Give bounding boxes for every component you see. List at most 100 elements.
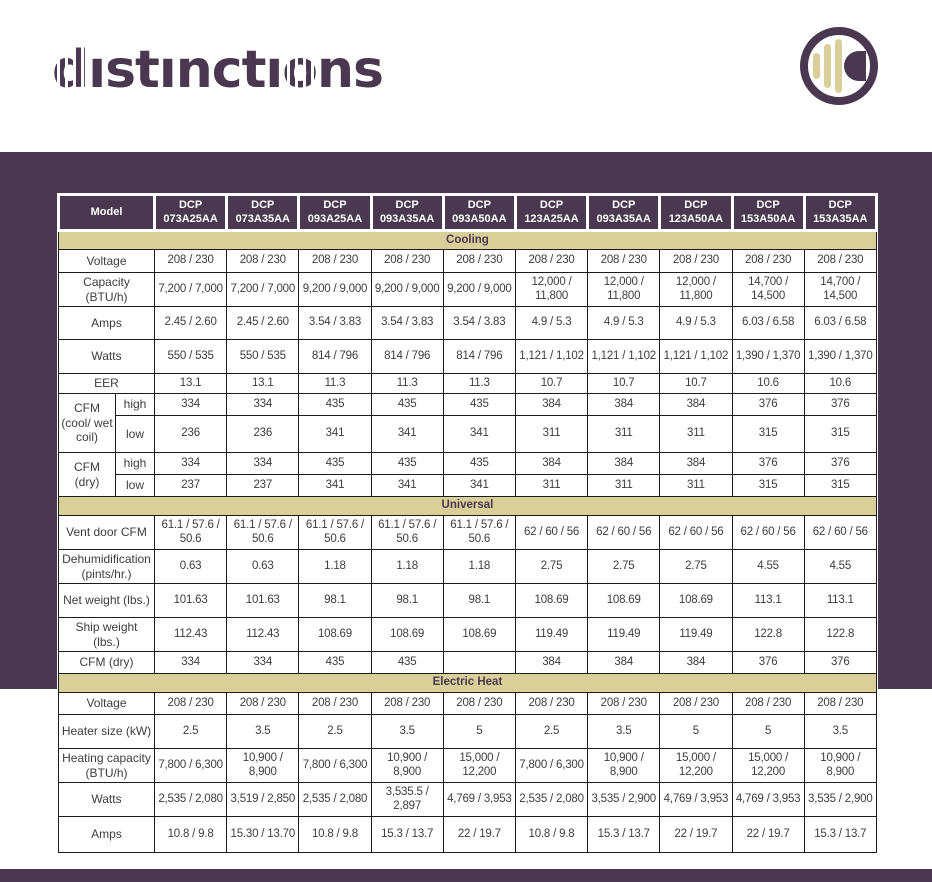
section-band: Cooling [58,230,877,250]
row-label: EER [58,373,155,394]
row-label: Ship weight (lbs.) [58,617,155,652]
value-cell: 1,121 / 1,102 [587,339,661,374]
value-cell: 3,535 / 2,900 [587,782,661,817]
value-cell: 334 [153,651,228,674]
row-label: Amps [58,816,155,853]
wordmark-letter: o [282,40,318,100]
model-code: 153A50AA [740,212,796,225]
value-cell: 341 [298,415,372,453]
model-header-cell: DCP 073A25AA [152,193,229,232]
wordmark-letter: t [241,40,267,100]
value-cell: 2.75 [587,549,661,584]
value-cell: 108.69 [298,617,372,652]
value-cell: 376 [803,452,877,475]
model-code: 093A50AA [452,212,507,225]
model-brand: DCP [539,198,564,211]
value-cell: 1.18 [442,549,516,584]
model-code: 123A25AA [524,212,579,225]
value-cell: 122.8 [731,617,805,652]
value-cell: 4,769 / 3,953 [659,782,733,817]
value-cell: 1.18 [370,549,444,584]
value-cell: 5 [731,714,805,749]
value-cell: 384 [587,651,661,674]
value-cell: 15.3 / 13.7 [803,816,877,853]
value-cell: 3.5 [226,714,300,749]
value-cell: 108.69 [659,583,733,618]
value-cell: 311 [659,415,733,453]
model-column-header: Model [57,193,156,232]
logo-ring-icon [800,27,878,105]
value-cell: 208 / 230 [298,692,372,715]
value-cell: 10.8 / 9.8 [153,816,228,853]
value-cell: 315 [803,474,877,497]
value-cell: 98.1 [370,583,444,618]
value-cell: 2.45 / 2.60 [226,306,300,340]
value-cell: 435 [298,393,372,416]
model-header-cell: DCP 093A35AA [586,193,662,232]
wordmark-letter: ı [265,40,283,100]
value-cell: 334 [153,393,228,416]
value-cell: 112.43 [226,617,300,652]
value-cell: 10,900 / 8,900 [803,748,877,783]
value-cell: 435 [298,452,372,475]
value-cell: 237 [153,474,228,497]
value-cell: 384 [587,452,661,475]
value-cell: 61.1 / 57.6 / 50.6 [298,515,372,550]
value-cell: 11.3 [298,373,372,394]
section-band: Universal [58,496,877,516]
value-cell: 435 [442,393,516,416]
value-cell: 62 / 60 / 56 [587,515,661,550]
row-label: Heater size (kW) [58,714,155,749]
value-cell [442,651,516,674]
value-cell: 384 [514,651,589,674]
value-cell: 315 [731,415,805,453]
value-cell: 334 [226,651,300,674]
value-cell: 334 [153,452,228,475]
value-cell: 62 / 60 / 56 [803,515,877,550]
value-cell: 10.6 [803,373,877,394]
model-brand: DCP [178,198,203,211]
row-label: Capacity (BTU/h) [58,272,155,307]
value-cell: 376 [803,393,877,416]
logo-stripe-icon [813,53,820,79]
model-code: 093A25AA [307,212,363,225]
value-cell: 101.63 [226,583,300,618]
value-cell: 5 [659,714,733,749]
value-cell: 10.8 / 9.8 [514,816,589,853]
row-label: Watts [58,782,155,817]
value-cell: 376 [803,651,877,674]
value-cell: 3.54 / 3.83 [370,306,444,340]
value-cell: 15,000 / 12,200 [731,748,805,783]
model-code: 073A25AA [163,212,218,225]
value-cell: 101.63 [153,583,228,618]
value-cell: 208 / 230 [731,249,805,273]
value-cell: 2.75 [514,549,589,584]
value-cell: 22 / 19.7 [442,816,516,853]
row-group-label: CFM (cool/ wet coil) [58,393,116,453]
model-brand: DCP [395,198,419,211]
value-cell: 6.03 / 6.58 [731,306,805,340]
value-cell: 334 [226,393,300,416]
value-cell: 2,535 / 2,080 [514,782,589,817]
value-cell: 3.5 [587,714,661,749]
value-cell: 208 / 230 [731,692,805,715]
model-header-cell: DCP 153A35AA [802,193,878,232]
value-cell: 4.55 [731,549,805,584]
value-cell: 311 [659,474,733,497]
value-cell: 4,769 / 3,953 [731,782,805,817]
value-cell: 376 [731,651,805,674]
bottom-accent-bar [0,869,932,882]
value-cell: 208 / 230 [153,692,228,715]
spec-table-container: Model DCP 073A25AA DCP 073A35AA DCP 093A25AA DC… [57,193,878,853]
value-cell: 14,700 / 14,500 [803,272,877,307]
value-cell: 1,121 / 1,102 [659,339,733,374]
value-cell: 341 [370,415,444,453]
value-cell: 236 [226,415,300,453]
value-cell: 4,769 / 3,953 [442,782,516,817]
value-cell: 208 / 230 [370,249,444,273]
row-sublabel: low [115,474,155,497]
value-cell: 62 / 60 / 56 [731,515,805,550]
model-brand: DCP [828,198,852,211]
value-cell: 4.55 [803,549,877,584]
value-cell: 315 [803,415,877,453]
